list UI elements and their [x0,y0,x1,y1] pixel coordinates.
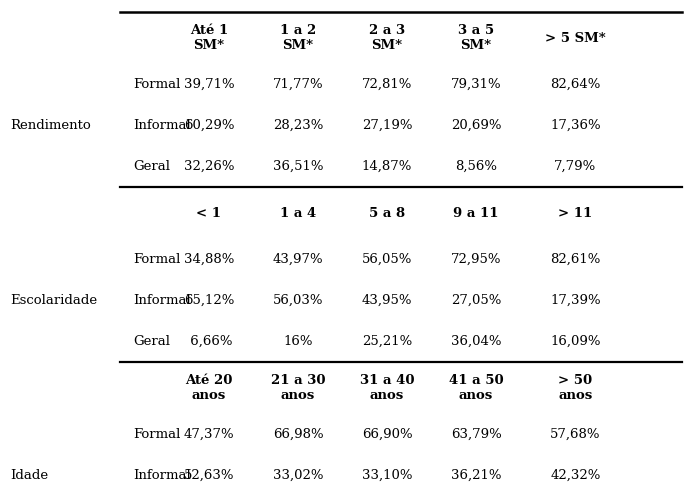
Text: 66,90%: 66,90% [362,428,412,441]
Text: Informal: Informal [134,119,191,132]
Text: 36,21%: 36,21% [451,469,501,482]
Text: 82,64%: 82,64% [550,78,601,91]
Text: Formal: Formal [134,78,181,91]
Text: 27,19%: 27,19% [362,119,412,132]
Text: 31 a 40
anos: 31 a 40 anos [360,374,414,402]
Text: Geral: Geral [134,335,171,348]
Text: 25,21%: 25,21% [362,335,412,348]
Text: 17,39%: 17,39% [550,294,601,307]
Text: 5 a 8: 5 a 8 [369,206,405,220]
Text: Informal: Informal [134,294,191,307]
Text: 79,31%: 79,31% [451,78,501,91]
Text: Geral: Geral [134,160,171,173]
Text: 20,69%: 20,69% [451,119,501,132]
Text: Escolaridade: Escolaridade [10,294,97,307]
Text: > 50
anos: > 50 anos [558,374,593,402]
Text: Até 20
anos: Até 20 anos [185,374,233,402]
Text: 56,05%: 56,05% [362,253,412,266]
Text: < 1: < 1 [197,206,221,220]
Text: 36,51%: 36,51% [273,160,323,173]
Text: 72,95%: 72,95% [451,253,501,266]
Text: Formal: Formal [134,428,181,441]
Text: 32,26%: 32,26% [184,160,234,173]
Text: 43,97%: 43,97% [273,253,323,266]
Text: 14,87%: 14,87% [362,160,412,173]
Text: 9 a 11: 9 a 11 [453,206,499,220]
Text: 28,23%: 28,23% [273,119,323,132]
Text: 6,66%: 6,66% [186,335,232,348]
Text: 63,79%: 63,79% [451,428,501,441]
Text: 36,04%: 36,04% [451,335,501,348]
Text: 17,36%: 17,36% [550,119,601,132]
Text: Rendimento: Rendimento [10,119,91,132]
Text: > 11: > 11 [558,206,593,220]
Text: > 5 SM*: > 5 SM* [545,32,606,45]
Text: 3 a 5
SM*: 3 a 5 SM* [458,24,494,52]
Text: Formal: Formal [134,253,181,266]
Text: 1 a 4: 1 a 4 [280,206,316,220]
Text: 82,61%: 82,61% [550,253,601,266]
Text: 7,79%: 7,79% [554,160,597,173]
Text: 56,03%: 56,03% [273,294,323,307]
Text: 27,05%: 27,05% [451,294,501,307]
Text: 39,71%: 39,71% [184,78,234,91]
Text: 16%: 16% [283,335,313,348]
Text: 33,10%: 33,10% [362,469,412,482]
Text: 47,37%: 47,37% [184,428,234,441]
Text: 66,98%: 66,98% [273,428,323,441]
Text: Informal: Informal [134,469,191,482]
Text: 72,81%: 72,81% [362,78,412,91]
Text: 71,77%: 71,77% [273,78,323,91]
Text: 52,63%: 52,63% [184,469,234,482]
Text: 65,12%: 65,12% [184,294,234,307]
Text: 60,29%: 60,29% [184,119,234,132]
Text: 2 a 3
SM*: 2 a 3 SM* [369,24,405,52]
Text: Até 1
SM*: Até 1 SM* [190,24,228,52]
Text: 16,09%: 16,09% [550,335,601,348]
Text: 57,68%: 57,68% [550,428,601,441]
Text: 43,95%: 43,95% [362,294,412,307]
Text: 8,56%: 8,56% [455,160,497,173]
Text: 33,02%: 33,02% [273,469,323,482]
Text: 1 a 2
SM*: 1 a 2 SM* [280,24,316,52]
Text: 34,88%: 34,88% [184,253,234,266]
Text: Idade: Idade [10,469,49,482]
Text: 41 a 50
anos: 41 a 50 anos [449,374,503,402]
Text: 21 a 30
anos: 21 a 30 anos [271,374,325,402]
Text: 42,32%: 42,32% [550,469,601,482]
